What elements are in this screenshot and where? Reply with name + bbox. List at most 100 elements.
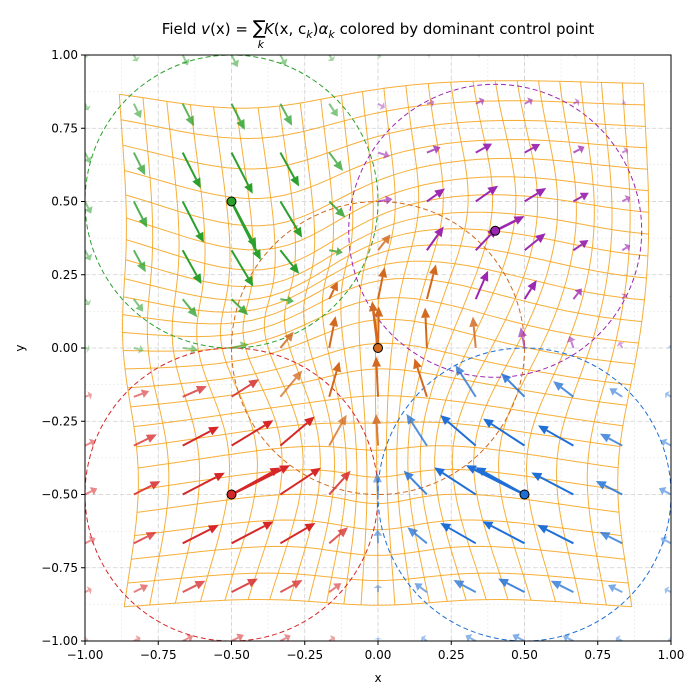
field-arrow-head — [135, 635, 141, 641]
field-arrow-head — [668, 295, 671, 298]
field-arrow — [377, 267, 388, 300]
y-tick-label: 0.50 — [51, 195, 78, 209]
field-arrow — [279, 103, 293, 126]
y-tick-label: 1.00 — [51, 48, 78, 62]
field-arrow-shaft — [377, 240, 386, 251]
field-arrow-head — [190, 344, 199, 354]
field-arrow-head — [658, 487, 667, 496]
field-arrow-head — [85, 55, 90, 59]
field-arrow — [132, 249, 146, 273]
field-arrow-head — [372, 356, 382, 367]
field-arrow-shaft — [328, 477, 345, 496]
field-arrow — [512, 633, 526, 641]
field-arrow-head — [595, 480, 607, 490]
alpha-arrow — [230, 200, 261, 261]
field-arrow-shaft — [572, 292, 579, 300]
field-arrow-shaft — [426, 193, 438, 203]
deformed-grid-line — [120, 100, 645, 140]
field-arrow-shaft — [329, 249, 337, 253]
field-arrow — [426, 55, 430, 60]
field-arrow — [572, 98, 580, 107]
field-arrow-head — [131, 56, 140, 62]
field-arrow — [181, 152, 201, 189]
field-arrow — [573, 55, 577, 59]
field-arrow — [230, 249, 254, 287]
alpha-arrow-shaft — [372, 310, 380, 349]
field-arrow — [475, 55, 480, 59]
deformed-grid-line — [586, 82, 631, 606]
field-arrow-head — [187, 306, 198, 318]
field-arrow — [182, 426, 220, 447]
field-arrow-shaft — [230, 55, 236, 63]
y-tick-label: −1.00 — [41, 634, 78, 648]
field-arrow-shaft — [426, 148, 435, 154]
field-arrow — [230, 103, 245, 130]
deformed-grid-line — [320, 99, 347, 603]
field-arrow — [181, 55, 190, 66]
field-arrow-head — [531, 472, 543, 482]
field-arrow — [440, 522, 477, 545]
field-arrow-head — [85, 206, 93, 214]
field-arrow-head — [537, 524, 549, 534]
field-arrow-head — [667, 636, 671, 641]
field-arrow-head — [333, 160, 344, 172]
field-arrow — [182, 344, 199, 354]
field-arrow-head — [455, 365, 465, 376]
field-arrow-head — [553, 381, 564, 391]
deformed-grid-line — [123, 244, 647, 313]
field-arrow — [665, 390, 671, 399]
field-arrow-head — [379, 102, 385, 110]
field-arrow-shaft — [85, 539, 92, 545]
field-arrow — [230, 152, 253, 194]
field-arrow — [230, 379, 260, 398]
field-arrow-head — [89, 487, 98, 496]
field-arrow-shaft — [132, 103, 139, 113]
field-arrow — [182, 386, 207, 398]
y-axis-label: y — [13, 344, 27, 351]
field-arrow-head — [213, 472, 225, 482]
field-arrow — [426, 98, 435, 108]
deformed-grid-line — [525, 81, 595, 602]
field-arrow — [455, 365, 477, 398]
field-arrow-head — [535, 233, 546, 244]
field-arrow — [660, 438, 671, 447]
field-arrow — [182, 524, 219, 545]
deformed-grid-line — [124, 139, 647, 200]
field-arrow-head — [283, 634, 291, 641]
deformed-grid-line — [235, 108, 283, 600]
field-arrow-head — [284, 331, 294, 342]
alpha-arrow — [230, 465, 291, 496]
field-arrow-head — [512, 633, 520, 641]
field-arrow — [377, 150, 390, 159]
field-arrow-head — [329, 316, 339, 327]
field-arrow — [426, 145, 441, 154]
field-arrow-head — [574, 288, 582, 296]
field-arrow-shaft — [524, 192, 539, 203]
field-arrow-head — [85, 253, 92, 261]
alpha-arrow-head — [368, 301, 378, 312]
field-arrow — [328, 103, 338, 117]
alpha-arrow-shaft — [474, 468, 526, 496]
field-arrow-shaft — [490, 423, 526, 447]
field-arrow-head — [579, 192, 589, 201]
field-arrow-head — [501, 373, 512, 384]
field-arrow-shaft — [181, 152, 198, 180]
field-arrow-head — [240, 341, 249, 351]
field-arrow-shaft — [523, 288, 533, 300]
field-arrow — [181, 298, 198, 318]
field-arrow-head — [335, 247, 343, 256]
field-arrow-head — [290, 175, 300, 187]
field-arrow-head — [574, 98, 580, 107]
field-arrow-head — [434, 226, 444, 238]
field-arrow-shaft — [279, 583, 295, 594]
deformed-grid-line — [122, 119, 646, 170]
field-arrow-head — [373, 637, 383, 640]
field-arrow — [133, 584, 149, 594]
field-arrow — [572, 239, 589, 252]
field-arrow-shaft — [182, 389, 199, 398]
field-arrow — [85, 438, 96, 447]
field-arrow — [133, 298, 144, 312]
field-arrow — [280, 295, 294, 305]
field-arrow-shaft — [328, 325, 335, 349]
field-arrow — [231, 633, 244, 641]
